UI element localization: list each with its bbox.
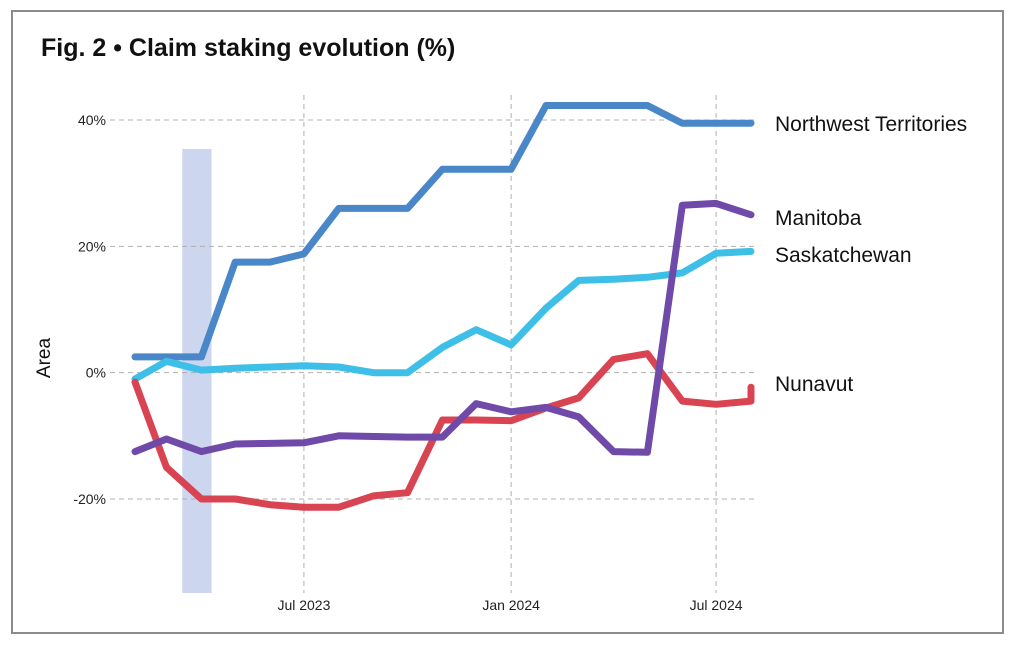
series-line-manitoba xyxy=(131,199,755,456)
y-tick-label: -20% xyxy=(73,491,106,507)
y-tick-label: 0% xyxy=(86,365,106,381)
series-line-saskatchewan xyxy=(131,247,755,383)
series-label-northwest-territories: Northwest Territories xyxy=(775,113,967,136)
chart-title: Fig. 2 • Claim staking evolution (%) xyxy=(41,34,456,62)
series-label-manitoba: Manitoba xyxy=(775,207,862,230)
y-axis-label: Area xyxy=(34,338,55,379)
x-tick-label: Jul 2023 xyxy=(277,597,330,613)
series-label-nunavut: Nunavut xyxy=(775,373,853,396)
y-tick-label: 20% xyxy=(78,238,106,254)
x-tick-label: Jul 2024 xyxy=(690,597,743,613)
series-line-northwest-territories xyxy=(131,102,755,361)
chart-frame xyxy=(11,10,1004,634)
y-tick-label: 40% xyxy=(78,112,106,128)
x-tick-label: Jan 2024 xyxy=(482,597,540,613)
series-label-saskatchewan: Saskatchewan xyxy=(775,244,912,267)
